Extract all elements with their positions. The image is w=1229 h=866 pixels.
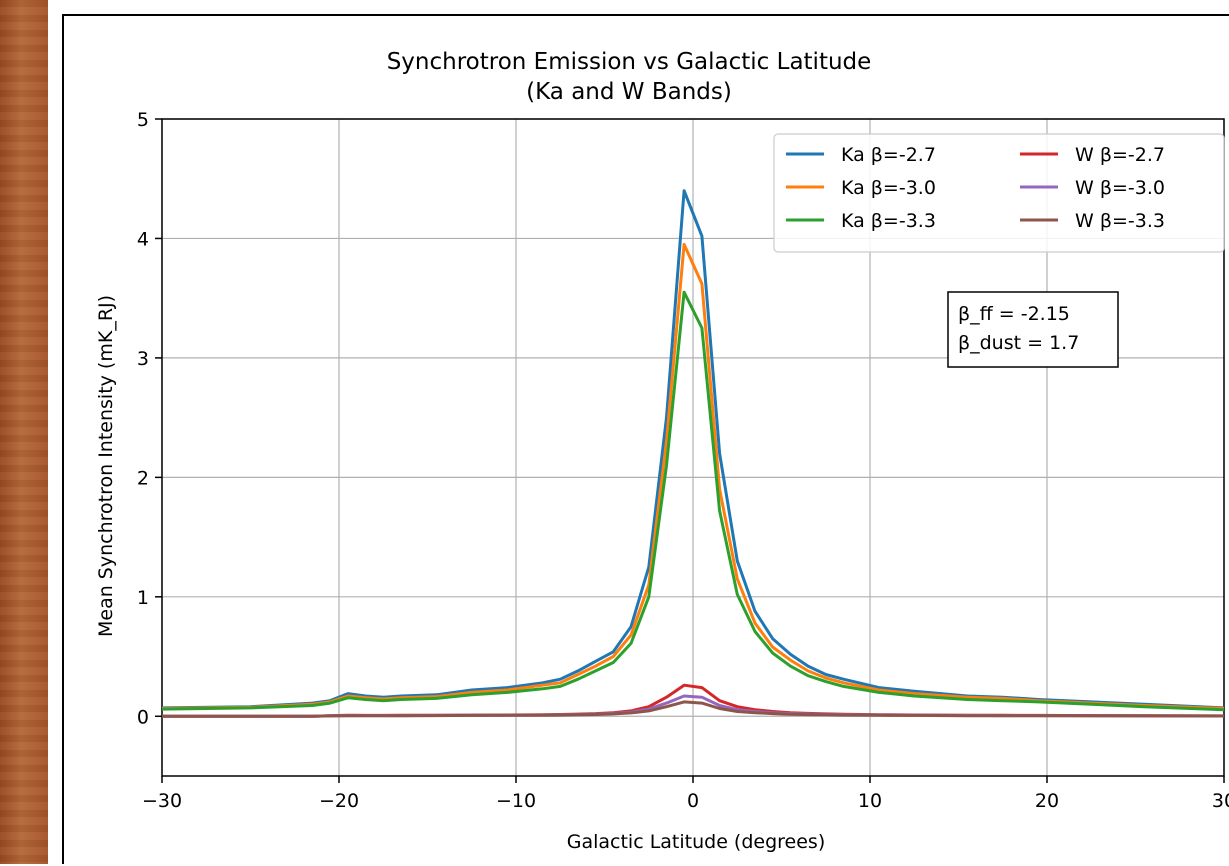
series-line-ka-beta-3-3 <box>161 290 1225 712</box>
x-tick-label: −10 <box>496 790 536 812</box>
x-tick-label: −30 <box>142 790 182 812</box>
series-line-ka-beta-3-0 <box>161 242 1225 710</box>
chart-title: Synchrotron Emission vs Galactic Latitud… <box>387 49 872 75</box>
x-axis-ticks: −30 −20 −10 0 10 20 30 <box>142 776 1229 812</box>
y-tick-label: 2 <box>137 467 149 489</box>
y-tick-label: 4 <box>137 228 149 250</box>
line-chart: Synchrotron Emission vs Galactic Latitud… <box>95 49 1229 853</box>
parameter-annotation: β_ff = -2.15 β_dust = 1.7 <box>947 291 1119 368</box>
y-tick-label: 3 <box>137 348 149 370</box>
x-tick-label: 10 <box>858 790 882 812</box>
y-axis-label: Mean Synchrotron Intensity (mK_RJ) <box>95 295 117 637</box>
background-photo-strip <box>0 0 48 864</box>
figure-frame: Synchrotron Emission vs Galactic Latitud… <box>62 14 1229 864</box>
plot-lines <box>161 189 1225 718</box>
y-axis-ticks: 0 1 2 3 4 5 <box>137 109 162 728</box>
legend-label-ka-beta-2-7: Ka β=-2.7 <box>841 144 936 166</box>
y-tick-label: 5 <box>137 109 149 131</box>
legend-label-w-beta-3-3: W β=-3.3 <box>1075 210 1165 232</box>
legend-label-ka-beta-3-0: Ka β=-3.0 <box>841 177 936 199</box>
legend: Ka β=-2.7 Ka β=-3.0 Ka β=-3.3 W β=-2.7 W β=-… <box>773 133 1225 253</box>
x-tick-label: 20 <box>1035 790 1059 812</box>
y-tick-label: 0 <box>137 706 149 728</box>
x-axis-label: Galactic Latitude (degrees) <box>567 831 826 853</box>
annotation-beta-ff: β_ff = -2.15 <box>958 303 1070 325</box>
x-tick-label: 30 <box>1212 790 1229 812</box>
x-tick-label: −20 <box>319 790 359 812</box>
x-tick-label: 0 <box>687 790 699 812</box>
series-line-w-beta-3-3 <box>162 700 1225 718</box>
legend-box <box>773 133 1225 253</box>
y-tick-label: 1 <box>137 587 149 609</box>
annotation-box <box>947 291 1119 368</box>
chart-subtitle: (Ka and W Bands) <box>526 79 732 105</box>
series-line-ka-beta-2-7 <box>161 189 1225 710</box>
legend-label-ka-beta-3-3: Ka β=-3.3 <box>841 210 936 232</box>
legend-label-w-beta-3-0: W β=-3.0 <box>1075 177 1165 199</box>
annotation-beta-dust: β_dust = 1.7 <box>958 332 1079 354</box>
legend-label-w-beta-2-7: W β=-2.7 <box>1075 144 1165 166</box>
